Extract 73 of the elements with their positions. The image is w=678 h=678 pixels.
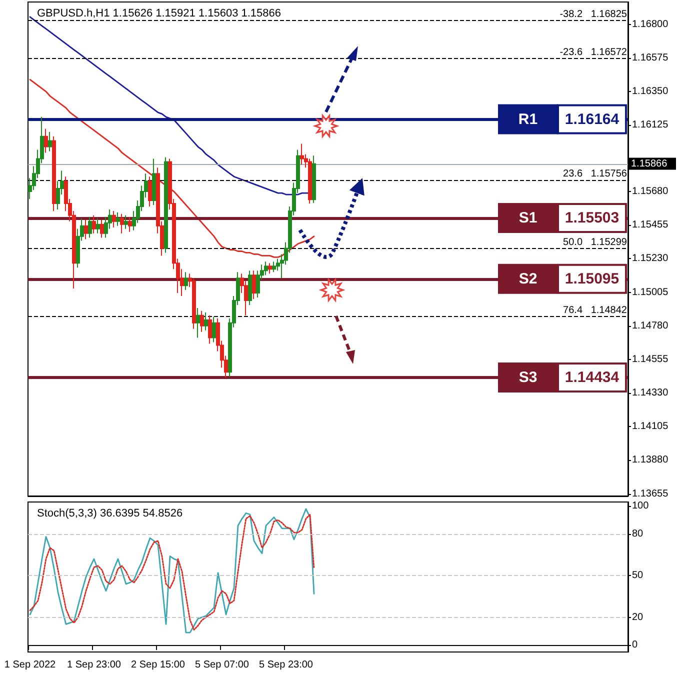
- y-tick-label: 1.14330: [632, 388, 669, 399]
- ref-line-label: 23.6 1.15756: [563, 168, 628, 180]
- y-tick-label: 0: [632, 640, 638, 651]
- candlestick: [100, 219, 104, 238]
- candlestick: [264, 261, 268, 276]
- candlestick: [124, 214, 128, 230]
- candlestick: [120, 213, 124, 234]
- candlestick: [312, 155, 316, 204]
- candlestick: [164, 156, 168, 254]
- y-tick-label: 80: [632, 528, 644, 540]
- candlestick: [204, 312, 208, 331]
- ref-line-label: S1: [518, 209, 538, 226]
- candlestick: [44, 128, 48, 154]
- ref-line-label: S2: [518, 270, 538, 288]
- candlestick: [84, 219, 88, 240]
- ref-line-label: 76.4 1.14842: [563, 305, 628, 316]
- y-tick-label: 1.16125: [632, 120, 669, 131]
- y-tick-label: 1.16575: [632, 52, 669, 64]
- annotation: 1.14434: [564, 369, 620, 386]
- annotation: 1.15095: [564, 270, 620, 288]
- ref-line-label: S3: [518, 369, 538, 386]
- candlestick: [192, 278, 196, 330]
- y-tick-label: 1.16350: [632, 86, 669, 98]
- candlestick: [200, 310, 204, 332]
- y-tick-label: 1.14780: [632, 320, 669, 332]
- candlestick: [184, 272, 188, 291]
- ref-line-label: -23.6 1.16572: [560, 46, 628, 58]
- y-tick-label: 1.15005: [632, 286, 669, 298]
- y-tick-label: 1.16800: [632, 18, 669, 30]
- annotation: 1.16164: [564, 110, 620, 128]
- candlestick: [308, 158, 312, 204]
- candlestick: [272, 261, 276, 273]
- candlestick: [208, 314, 212, 344]
- candlestick: [300, 143, 304, 166]
- y-tick-label: 100: [632, 500, 650, 512]
- line-series: [29, 16, 311, 196]
- candlestick: [112, 210, 116, 228]
- x-tick-label: 5 Sep 07:00: [195, 660, 250, 670]
- candlestick: [96, 218, 100, 234]
- candlestick: [128, 216, 132, 232]
- candlestick: [92, 214, 96, 234]
- candlestick: [196, 307, 200, 338]
- candlestick: [152, 158, 156, 206]
- x-tick-label: 1 Sep 2022: [4, 660, 56, 670]
- y-tick-label: 1.15230: [632, 253, 669, 264]
- candlestick: [252, 270, 256, 300]
- y-tick-label: 20: [632, 612, 644, 623]
- text: 1.15866: [631, 158, 668, 170]
- candlestick: [88, 216, 92, 238]
- x-tick-label: 5 Sep 23:00: [259, 660, 314, 670]
- annotation: 1.15503: [564, 209, 620, 226]
- x-tick-label: 1 Sep 23:00: [67, 660, 122, 670]
- text: Stoch(5,3,3) 36.6395 54.8526: [37, 508, 183, 520]
- candlestick: [268, 262, 272, 274]
- text: GBPUSD.h,H1 1.15626 1.15921 1.15603 1.15866: [37, 8, 282, 20]
- y-tick-label: 1.14105: [632, 421, 669, 432]
- y-tick-label: 1.13655: [632, 488, 669, 500]
- candlestick: [52, 136, 56, 212]
- y-tick-label: 1.13880: [632, 454, 669, 466]
- x-tick-label: 2 Sep 15:00: [131, 660, 186, 670]
- y-tick-label: 1.15455: [632, 220, 669, 231]
- y-tick-label: 50: [632, 570, 644, 582]
- ref-line-label: -38.2 1.16825: [560, 9, 628, 20]
- candlestick: [148, 176, 152, 207]
- candlestick: [48, 131, 52, 152]
- candlestick: [116, 212, 120, 226]
- candlestick: [212, 316, 216, 343]
- ref-line-label: R1: [518, 110, 538, 128]
- ref-line-label: 50.0 1.15299: [563, 236, 628, 248]
- y-tick-label: 1.15680: [632, 186, 669, 198]
- line-series: [29, 78, 315, 258]
- candlestick: [248, 270, 252, 306]
- y-tick-label: 1.14555: [632, 354, 669, 365]
